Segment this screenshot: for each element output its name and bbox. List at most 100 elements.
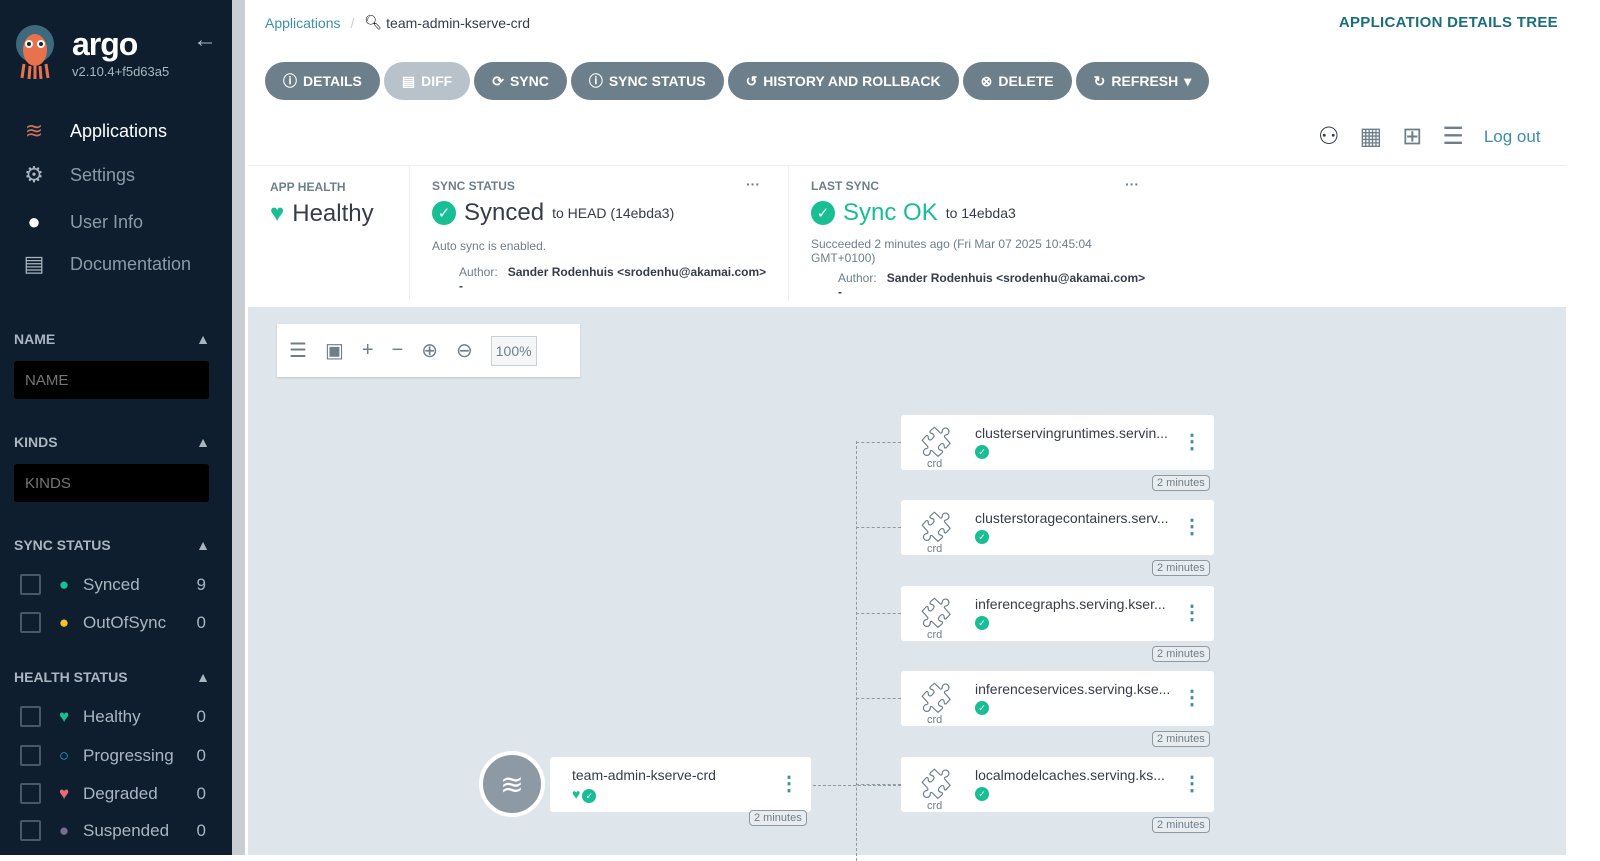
- node-menu-icon[interactable]: ⋮: [1182, 431, 1202, 453]
- checkbox[interactable]: [20, 706, 41, 727]
- collapse-icon[interactable]: −: [391, 339, 404, 361]
- button-label: DETAILS: [303, 73, 362, 89]
- status-panel: APP HEALTH ♥ Healthy SYNC STATUS ✓ Synced t…: [248, 165, 1566, 305]
- nav-label: Documentation: [70, 253, 192, 274]
- node-menu-icon[interactable]: ⋮: [779, 773, 799, 795]
- section-title: HEALTH STATUS: [14, 669, 128, 685]
- filter-suspended[interactable]: ● Suspended 0: [20, 820, 210, 841]
- filter-health-header[interactable]: HEALTH STATUS ▲: [14, 669, 210, 685]
- history-rollback-button[interactable]: ↺ HISTORY AND ROLLBACK: [727, 62, 959, 100]
- check-circle-icon: ●: [58, 574, 70, 594]
- nav-documentation[interactable]: ▤ Documentation: [0, 244, 232, 284]
- node-kind: crd: [927, 629, 943, 641]
- breadcrumb-app: team-admin-kserve-crd: [386, 14, 531, 31]
- node-menu-icon[interactable]: ⋮: [1182, 516, 1202, 538]
- last-sync-target: to 14ebda3: [945, 205, 1016, 221]
- last-sync-more-icon[interactable]: ···: [1125, 176, 1139, 192]
- last-sync: LAST SYNC ✓ Sync OK to 14ebda3 Succeeded 2…: [811, 166, 1151, 306]
- filter-count: 0: [196, 783, 206, 803]
- argo-logo: [16, 25, 54, 80]
- node-kind: crd: [927, 458, 943, 470]
- nav-applications[interactable]: ≋ Applications: [0, 111, 232, 151]
- layers-icon: ≋: [24, 118, 44, 143]
- delete-button[interactable]: ⊗ DELETE: [962, 62, 1072, 100]
- list-view-icon[interactable]: ☰: [1442, 123, 1464, 150]
- heart-icon: ♥: [58, 706, 70, 726]
- filter-healthy[interactable]: ♥ Healthy 0: [20, 706, 210, 727]
- sync-button[interactable]: ⟳ SYNC: [474, 62, 567, 100]
- resource-node[interactable]: 🧩︎ crd inferencegraphs.serving.kser... ✓…: [901, 586, 1214, 641]
- breadcrumb-applications[interactable]: Applications: [265, 14, 341, 31]
- user-icon: ●: [27, 209, 41, 234]
- root-node[interactable]: team-admin-kserve-crd ♥ ✓ ⋮: [550, 757, 811, 812]
- edge: [856, 698, 901, 699]
- checkbox[interactable]: [20, 745, 41, 766]
- diff-button[interactable]: ▤ DIFF: [383, 62, 471, 100]
- zoom-in-icon[interactable]: ⊕: [421, 340, 438, 362]
- nav-label: Applications: [70, 120, 168, 141]
- refresh-button[interactable]: ↻ REFRESH ▾: [1075, 62, 1210, 100]
- nav-settings[interactable]: ⚙ Settings: [0, 155, 232, 195]
- checkbox[interactable]: [20, 612, 41, 633]
- node-age: 2 minutes: [1152, 817, 1210, 833]
- nav-user-info[interactable]: ● User Info: [0, 202, 232, 242]
- sync-status: SYNC STATUS ✓ Synced to HEAD (14ebda3) Aut…: [432, 166, 772, 306]
- button-label: DELETE: [998, 73, 1054, 89]
- view-switcher: ⚇ ▦ ⊞ ☰ Log out: [1318, 122, 1541, 151]
- info-icon: ⓘ: [283, 73, 297, 89]
- resource-node[interactable]: 🧩︎ crd clusterservingruntimes.servin... …: [901, 415, 1214, 470]
- zoom-out-icon[interactable]: ⊖: [455, 340, 473, 362]
- filter-label: Synced: [83, 574, 140, 594]
- filter-count: 0: [196, 612, 206, 632]
- filter-name-header[interactable]: NAME ▲: [14, 331, 210, 347]
- node-menu-icon[interactable]: ⋮: [1182, 602, 1202, 624]
- kinds-filter-input[interactable]: [14, 464, 209, 502]
- fit-screen-icon[interactable]: ▣: [324, 340, 344, 362]
- filter-synced[interactable]: ● Synced 9: [20, 574, 210, 595]
- details-button[interactable]: ⓘ DETAILS: [265, 62, 380, 100]
- resource-node[interactable]: 🧩︎ crd inferenceservices.serving.kse... …: [901, 671, 1214, 726]
- resource-node[interactable]: 🧩︎ crd localmodelcaches.serving.ks... ✓ …: [901, 757, 1214, 812]
- times-circle-icon: ⊗: [980, 72, 993, 89]
- collapse-icon[interactable]: ▲: [196, 434, 210, 450]
- pods-view-icon[interactable]: ▦: [1359, 123, 1383, 150]
- checkbox[interactable]: [20, 783, 41, 804]
- filter-kinds-header[interactable]: KINDS ▲: [14, 434, 210, 450]
- health-sync-icons: ♥ ✓: [572, 786, 597, 803]
- sync-more-icon[interactable]: ···: [746, 176, 760, 192]
- filter-outofsync[interactable]: ● OutOfSync 0: [20, 612, 210, 633]
- broken-heart-icon: ♥: [58, 783, 70, 803]
- edge: [856, 613, 901, 614]
- filter-degraded[interactable]: ♥ Degraded 0: [20, 783, 210, 804]
- puzzle-icon: 🧩︎: [917, 511, 956, 544]
- sidebar-scrollbar[interactable]: [232, 0, 245, 855]
- align-left-icon[interactable]: ☰: [289, 340, 307, 362]
- filter-label: Progressing: [83, 745, 174, 765]
- collapse-icon[interactable]: ▲: [196, 331, 210, 347]
- filter-progressing[interactable]: ○ Progressing 0: [20, 745, 210, 766]
- checkbox[interactable]: [20, 574, 41, 595]
- info-icon: ⓘ: [588, 73, 603, 89]
- sync-status-button[interactable]: ⓘ SYNC STATUS: [570, 62, 724, 100]
- edge: [856, 442, 901, 443]
- tree-view-icon[interactable]: ⚇: [1318, 123, 1340, 150]
- puzzle-icon: 🧩︎: [917, 682, 956, 715]
- name-filter-input[interactable]: [14, 361, 209, 399]
- logout-link[interactable]: Log out: [1483, 126, 1541, 146]
- resource-node[interactable]: 🧩︎ crd clusterstoragecontainers.serv... …: [901, 500, 1214, 555]
- collapse-sidebar-icon[interactable]: ←: [193, 26, 217, 53]
- filter-sync-header[interactable]: SYNC STATUS ▲: [14, 537, 210, 553]
- section-title: LAST SYNC: [811, 179, 880, 193]
- toolbar: ⓘ DETAILS ▤ DIFF ⟳ SYNC ⓘ SYNC STATUS ↺ HISTO…: [265, 62, 1210, 100]
- succeeded-text: Succeeded 2 minutes ago (Fri Mar 07 2025…: [811, 237, 1092, 265]
- network-view-icon[interactable]: ⊞: [1402, 123, 1423, 150]
- expand-icon[interactable]: +: [361, 339, 374, 361]
- node-menu-icon[interactable]: ⋮: [1182, 687, 1202, 709]
- checkbox[interactable]: [20, 820, 41, 841]
- node-menu-icon[interactable]: ⋮: [1182, 773, 1202, 795]
- heart-icon: ♥: [270, 200, 285, 227]
- node-name: inferenceservices.serving.kse...: [975, 681, 1171, 697]
- collapse-icon[interactable]: ▲: [196, 537, 210, 553]
- check-circle-icon: ✓: [975, 787, 989, 801]
- collapse-icon[interactable]: ▲: [196, 669, 210, 685]
